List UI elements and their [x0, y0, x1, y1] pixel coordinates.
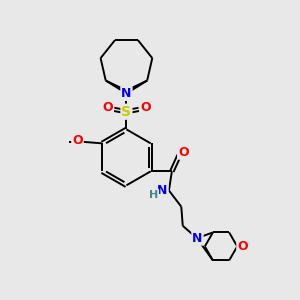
Text: O: O — [140, 101, 151, 114]
Text: H: H — [149, 190, 158, 200]
Text: O: O — [237, 240, 248, 253]
Text: N: N — [121, 87, 132, 100]
Text: N: N — [192, 232, 203, 245]
Text: O: O — [178, 146, 189, 159]
Text: O: O — [102, 101, 113, 114]
Text: O: O — [72, 134, 83, 147]
Text: N: N — [157, 184, 168, 197]
Text: S: S — [122, 105, 131, 119]
